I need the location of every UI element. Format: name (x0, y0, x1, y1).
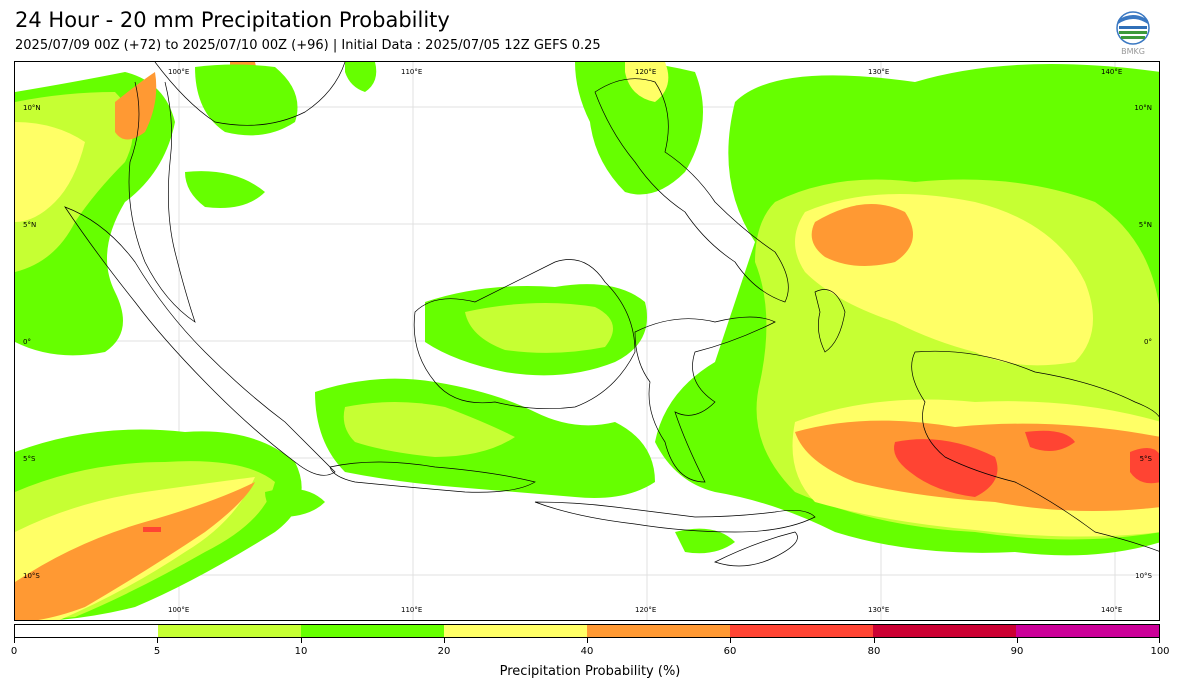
lon-label-bottom-100: 100°E (168, 606, 189, 614)
lon-label-top-110: 110°E (401, 68, 422, 76)
precip-region-east (655, 64, 1159, 556)
lon-label-top-120: 120°E (635, 68, 656, 76)
colorbar (14, 624, 1160, 638)
colorbar-tick-label: 20 (437, 646, 451, 657)
colorbar-segment (1016, 625, 1159, 637)
lon-label-top-130: 130°E (868, 68, 889, 76)
lat-label-right-10n: 10°N (1134, 104, 1152, 112)
colorbar-tick-label: 5 (153, 646, 161, 657)
colorbar-tick-label: 0 (10, 646, 18, 657)
svg-text:BMKG: BMKG (1121, 47, 1145, 56)
lon-label-bottom-120: 120°E (635, 606, 656, 614)
lat-label-right-0: 0° (1144, 338, 1152, 346)
map-subtitle: 2025/07/09 00Z (+72) to 2025/07/10 00Z (… (15, 38, 601, 53)
colorbar-tick-label: 10 (294, 646, 308, 657)
coastlines (64, 62, 1159, 567)
colorbar-tick-label: 40 (580, 646, 594, 657)
colorbar-segment (587, 625, 730, 637)
lat-label-right-5n: 5°N (1139, 221, 1152, 229)
lat-label-left-10s: 10°S (23, 572, 40, 580)
lat-label-left-5s: 5°S (23, 455, 36, 463)
precip-region-northwest (15, 62, 257, 356)
precipitation-map: 100°E 110°E 120°E 130°E 140°E 100°E 110°… (14, 61, 1160, 621)
colorbar-tick-mark (301, 638, 302, 643)
precip-region-central (185, 62, 735, 554)
lat-label-left-5n: 5°N (23, 221, 36, 229)
colorbar-tick-label: 90 (1010, 646, 1024, 657)
colorbar-segment (873, 625, 1016, 637)
colorbar-tick-mark (444, 638, 445, 643)
lon-label-bottom-110: 110°E (401, 606, 422, 614)
colorbar-tick-mark (14, 638, 15, 643)
colorbar-tick-mark (1017, 638, 1018, 643)
map-title: 24 Hour - 20 mm Precipitation Probabilit… (15, 8, 450, 32)
lon-label-top-140: 140°E (1101, 68, 1122, 76)
lat-label-right-5s: 5°S (1140, 455, 1153, 463)
lat-label-left-10n: 10°N (23, 104, 41, 112)
lat-label-right-10s: 10°S (1135, 572, 1152, 580)
colorbar-segment (730, 625, 873, 637)
colorbar-tick-label: 60 (723, 646, 737, 657)
precip-region-southwest (15, 429, 302, 620)
colorbar-tick-label: 80 (867, 646, 881, 657)
colorbar-segment (15, 625, 158, 637)
colorbar-segment (158, 625, 301, 637)
colorbar-tick-mark (157, 638, 158, 643)
colorbar-tick-mark (730, 638, 731, 643)
colorbar-segment (444, 625, 587, 637)
colorbar-tick-label: 100 (1150, 646, 1170, 657)
colorbar-tick-mark (1159, 638, 1160, 643)
colorbar-tick-mark (874, 638, 875, 643)
colorbar-segment (301, 625, 444, 637)
bmkg-logo: BMKG (1112, 10, 1154, 56)
lon-label-bottom-130: 130°E (868, 606, 889, 614)
colorbar-tick-mark (587, 638, 588, 643)
lon-label-bottom-140: 140°E (1101, 606, 1122, 614)
colorbar-title: Precipitation Probability (%) (499, 664, 681, 679)
colorbar-ticks: 0 5 10 20 40 60 80 90 100 (10, 638, 1170, 658)
map-canvas: 100°E 110°E 120°E 130°E 140°E 100°E 110°… (15, 62, 1159, 620)
lat-label-left-0: 0° (23, 338, 31, 346)
lon-label-top-100: 100°E (168, 68, 189, 76)
